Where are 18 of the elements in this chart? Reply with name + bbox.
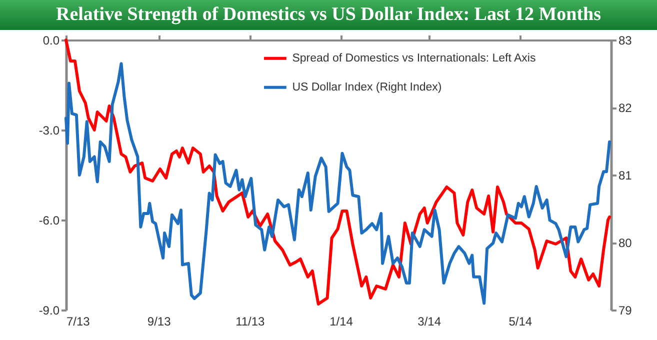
chart-title: Relative Strength of Domestics vs US Dollar Index: Last 12 Months: [0, 0, 657, 30]
legend-label: US Dollar Index (Right Index): [292, 81, 442, 94]
y-tick-label: -9.0: [38, 304, 60, 318]
y2-tick-label: 82: [618, 101, 632, 115]
x-tick-label: 9/13: [147, 314, 172, 328]
y-tick-label: -3.0: [38, 124, 60, 138]
x-tick-label: 3/14: [418, 314, 442, 328]
x-tick-label: 7/13: [66, 314, 90, 328]
x-tick-label: 1/14: [330, 314, 354, 328]
y2-tick-label: 79: [618, 304, 632, 318]
y-tick-label: -6.0: [38, 214, 60, 228]
y-tick-label: 0.0: [42, 34, 60, 48]
x-tick-label: 11/13: [236, 314, 266, 328]
y2-tick-label: 81: [618, 168, 632, 182]
y2-tick-label: 83: [618, 34, 632, 48]
x-tick-label: 5/14: [508, 314, 532, 328]
legend-label: Spread of Domestics vs Internationals: Left Axis: [292, 52, 536, 64]
y2-tick-label: 80: [618, 236, 632, 250]
